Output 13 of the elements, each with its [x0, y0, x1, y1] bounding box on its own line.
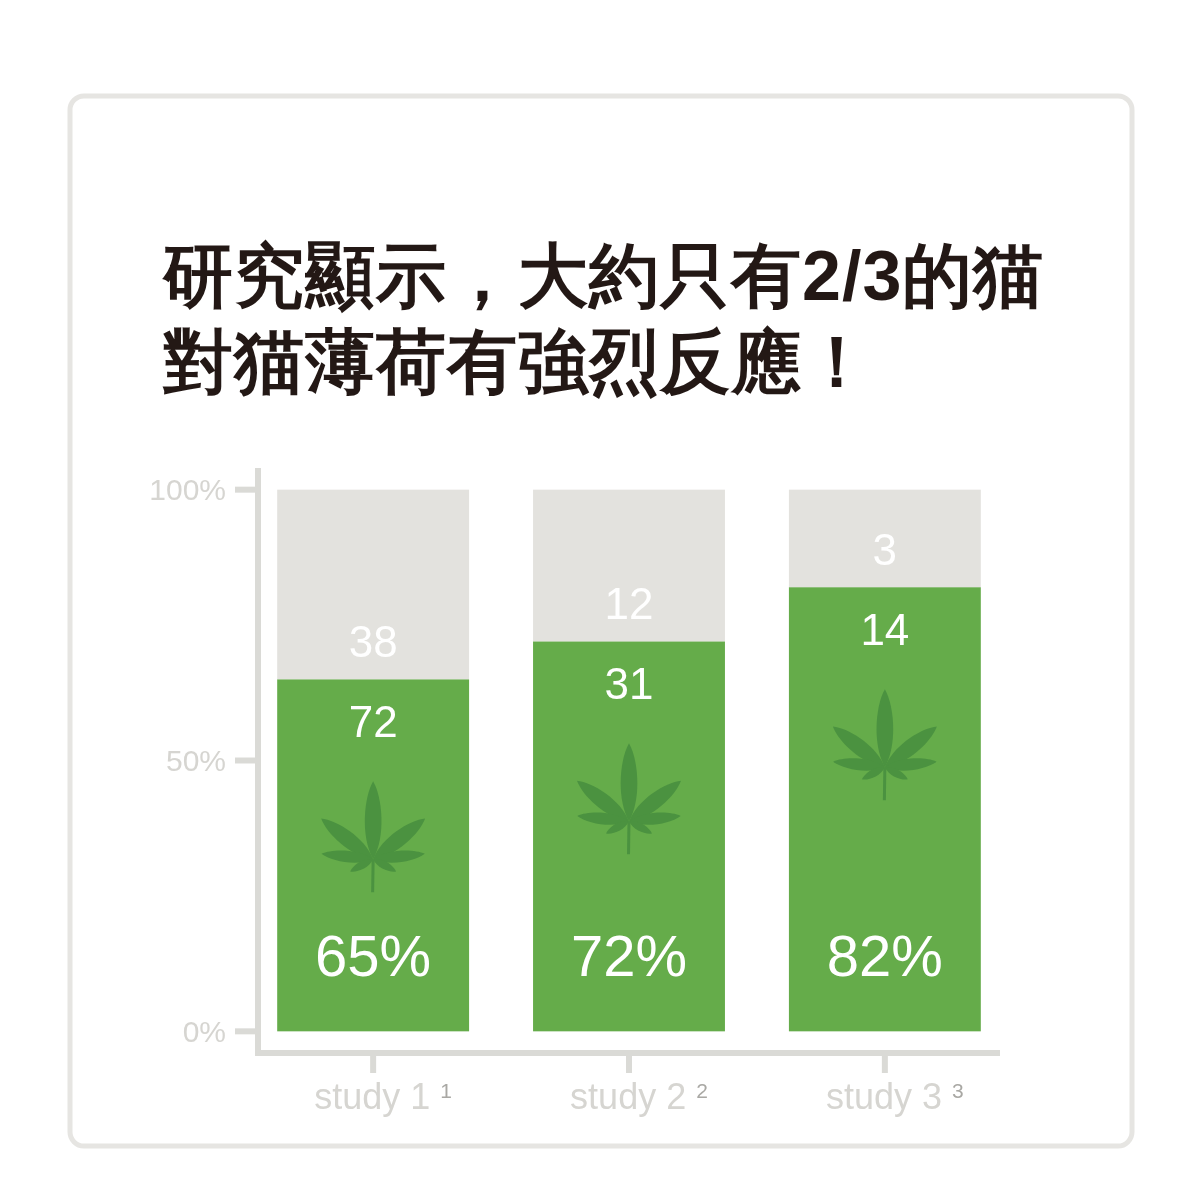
annotation: 14: [860, 604, 910, 654]
data-label: 82%: [826, 923, 943, 989]
bar: [533, 641, 725, 1032]
bar: [277, 679, 470, 1032]
data-label: 65%: [315, 923, 432, 989]
chart-title: 研究顯示，大約只有2/3的猫對猫薄荷有強烈反應！: [162, 237, 1045, 401]
annotation: 72: [348, 696, 398, 746]
bar: [533, 489, 725, 642]
bar: [788, 587, 981, 1032]
bar: [277, 489, 470, 680]
annotation: 31: [604, 658, 654, 708]
data-label: 72%: [570, 923, 688, 989]
bar: [788, 489, 981, 588]
